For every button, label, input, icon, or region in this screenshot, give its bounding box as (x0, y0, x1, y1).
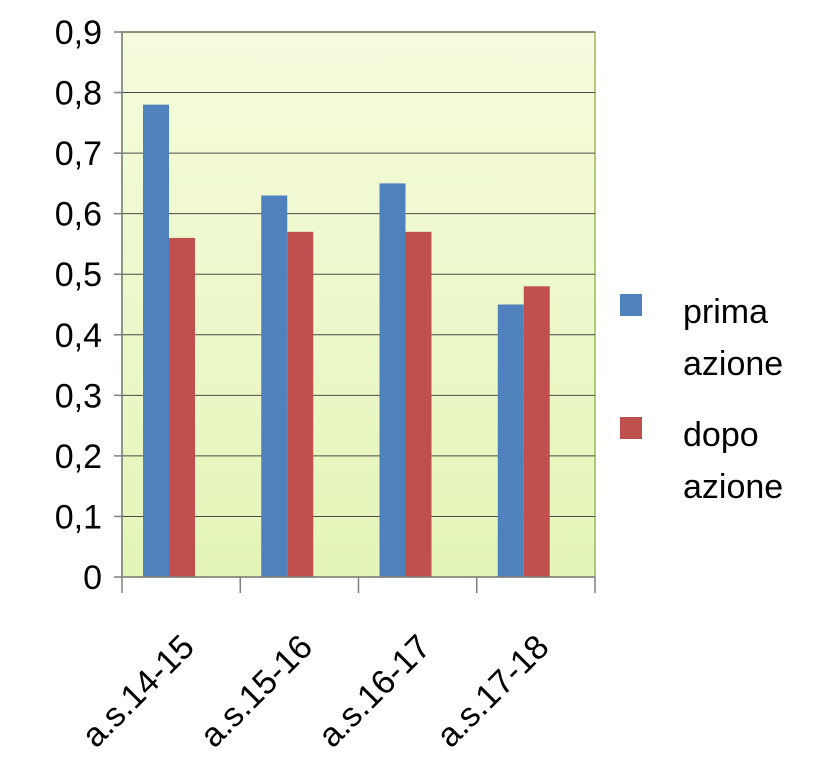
y-tick-label: 0 (83, 559, 102, 597)
y-tick-label: 0,4 (55, 317, 102, 355)
legend-swatch (620, 294, 642, 316)
y-tick-label: 0,3 (55, 377, 102, 415)
y-tick-label: 0,1 (55, 498, 102, 536)
y-tick-label: 0,6 (55, 196, 102, 234)
y-tick-label: 0,7 (55, 135, 102, 173)
x-category-label: a.s.14-15 (75, 628, 202, 755)
bar (497, 304, 524, 577)
x-category-label: a.s.16-17 (311, 628, 438, 755)
y-tick-label: 0,9 (55, 14, 102, 52)
y-tick-label: 0,2 (55, 438, 102, 476)
y-tick-label: 0,8 (55, 75, 102, 113)
legend-label: dopo (683, 416, 759, 454)
bar (143, 104, 169, 578)
x-category-label: a.s.17-18 (429, 628, 556, 755)
bar (523, 286, 550, 577)
legend-label: azione (683, 345, 783, 383)
bar (405, 231, 432, 578)
bar (169, 237, 195, 577)
legend-label: prima (683, 293, 768, 331)
bar (379, 183, 406, 577)
x-category-label: a.s.15-16 (193, 628, 320, 755)
bar (261, 195, 288, 577)
bar (287, 231, 314, 578)
y-tick-label: 0,5 (55, 256, 102, 294)
legend-swatch (620, 417, 642, 439)
legend-label: azione (683, 468, 783, 506)
